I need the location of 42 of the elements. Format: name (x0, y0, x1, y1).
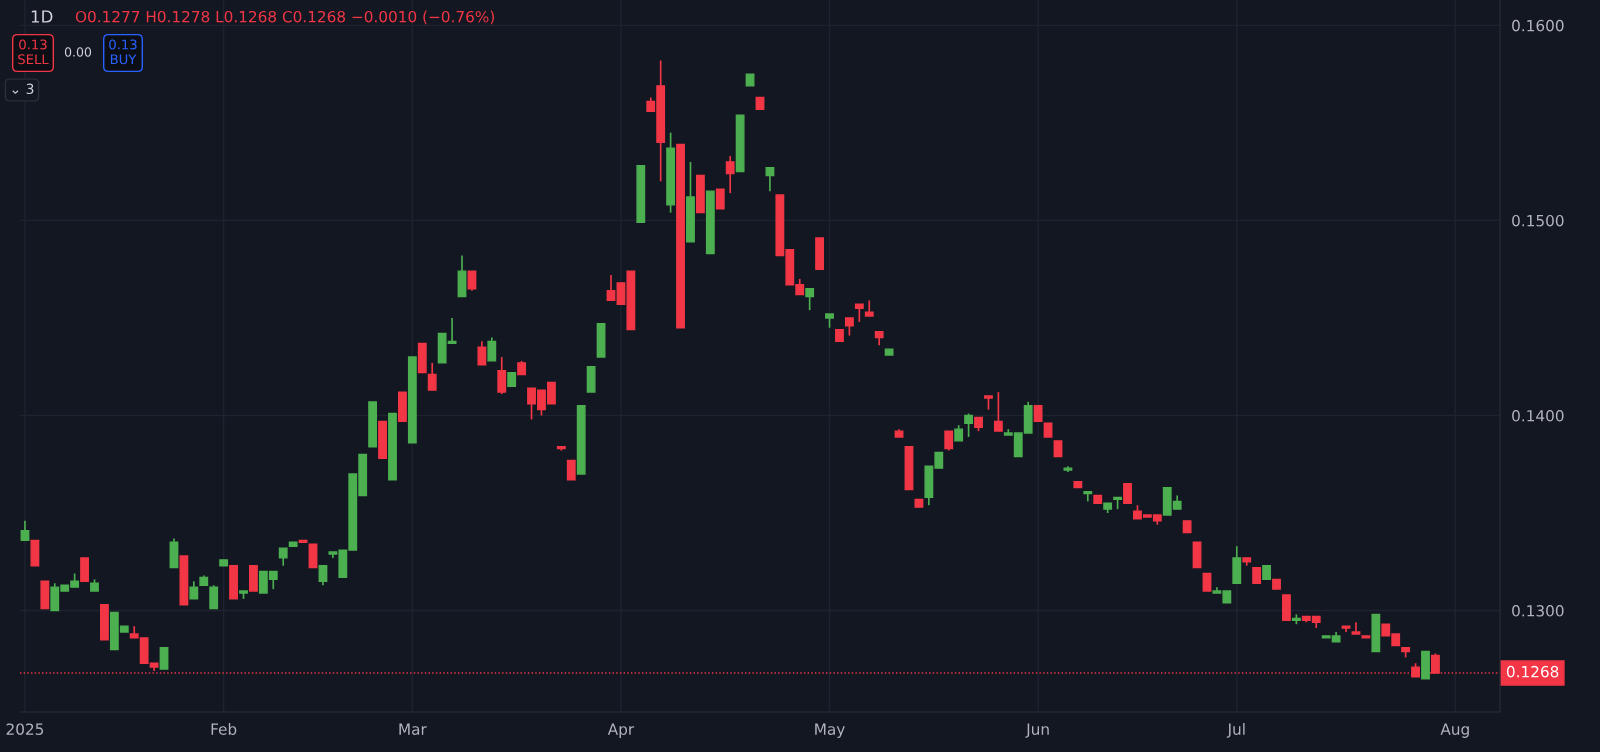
candlestick (1123, 483, 1132, 504)
annotation: ⌄ 3 (12, 83, 34, 95)
candlestick (318, 564, 328, 587)
candlestick (944, 430, 954, 452)
candlestick (964, 412, 974, 438)
candlestick (993, 391, 1003, 432)
candlestick (80, 557, 89, 582)
candlestick (854, 303, 864, 323)
annotation: 0.00 (64, 47, 92, 57)
candlestick (159, 646, 169, 670)
candlestick (308, 543, 318, 569)
x-tick-label: May (815, 723, 845, 738)
candlestick (805, 287, 815, 311)
candlestick (566, 459, 576, 481)
candlestick (487, 336, 497, 362)
x-tick-label: 2025 (6, 723, 44, 735)
x-tick-label: Feb (211, 723, 237, 735)
chart-title: 1D (31, 10, 53, 23)
candlestick (725, 155, 735, 194)
candlestick (477, 340, 487, 366)
y-tick-label: 0.1300 (1512, 605, 1564, 617)
x-tick-label: Apr (607, 723, 635, 738)
candlestick (715, 188, 725, 210)
candlestick (467, 270, 477, 292)
y-tick-label: 0.1400 (1512, 409, 1564, 422)
annotation: O0.1277 H0.1278 L0.1268 C0.1268 −0.0010 (−0.76%) (75, 10, 495, 25)
candlestick (765, 166, 775, 193)
x-tick-label: Mar (399, 723, 427, 735)
annotation: 0.13 SELL (18, 39, 49, 65)
x-tick-label: Aug (1440, 723, 1469, 738)
annotation: 0.13 BUY (109, 39, 137, 65)
candlestick (209, 584, 219, 610)
y-tick-label: 0.1600 (1512, 19, 1564, 32)
candlestick (427, 361, 437, 391)
ref-line-label: 0.1268 (1506, 665, 1559, 678)
candlestick (497, 356, 507, 395)
candlestick (1351, 621, 1361, 635)
x-tick-label: Jul (1226, 723, 1245, 738)
x-tick-label: Jun (1025, 723, 1049, 738)
y-tick-label: 0.1500 (1512, 214, 1564, 227)
candlestick (606, 274, 616, 302)
candlestick (20, 519, 30, 542)
